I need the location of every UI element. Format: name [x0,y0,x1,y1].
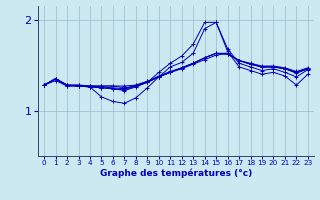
X-axis label: Graphe des températures (°c): Graphe des températures (°c) [100,169,252,178]
